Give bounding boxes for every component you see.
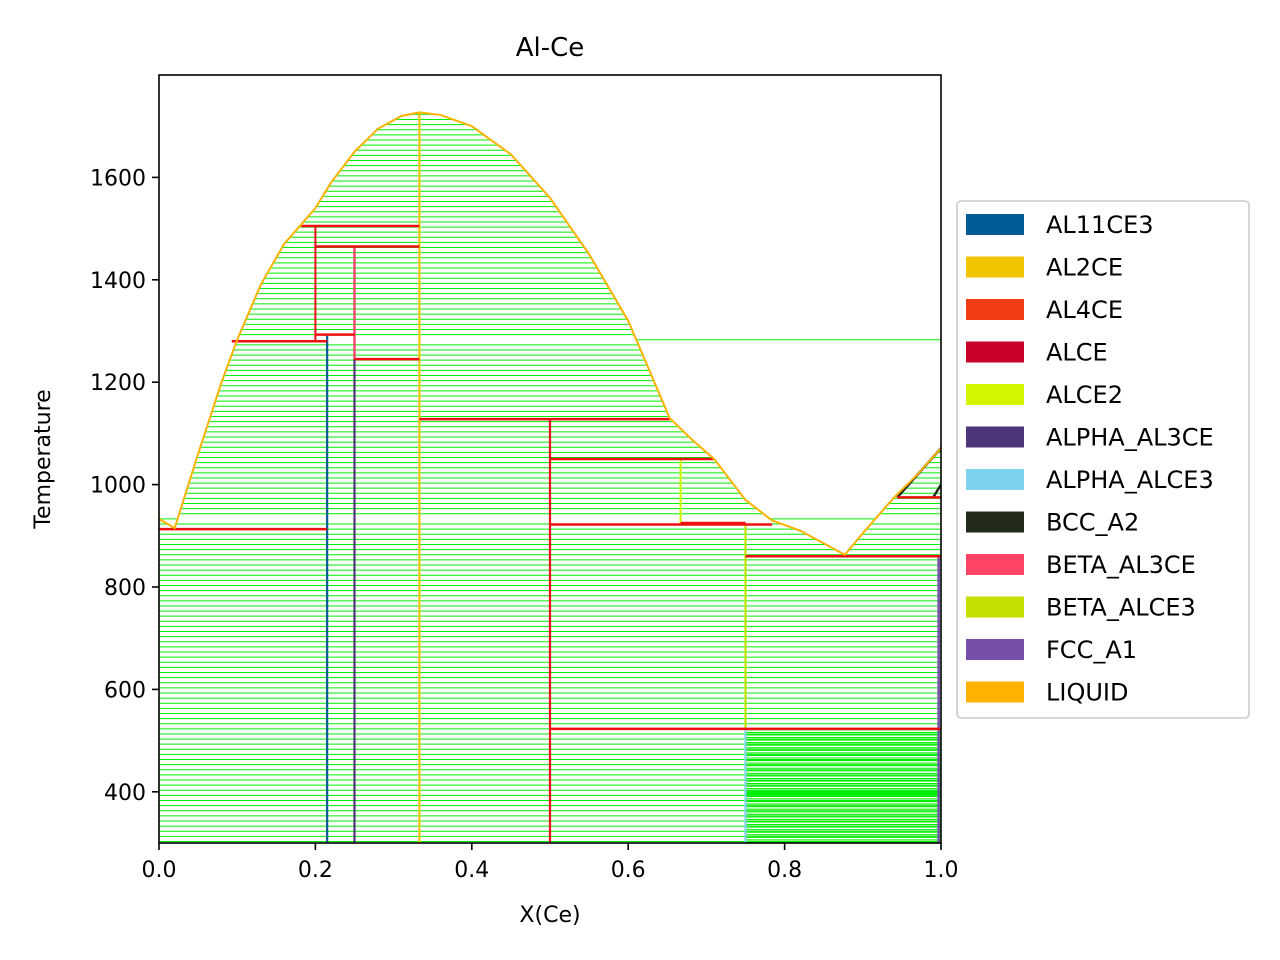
legend-swatch	[966, 596, 1024, 618]
legend-frame	[956, 200, 1250, 719]
legend-swatch	[966, 214, 1024, 235]
legend-swatch	[966, 256, 1024, 278]
y-tick-label: 1200	[90, 371, 146, 396]
liquidus-curve	[159, 111, 941, 557]
y-axis: 400 600 800 1000 1200 1400 1600	[90, 166, 159, 806]
legend-swatch	[966, 341, 1024, 363]
legend-label: AL11CE3	[1046, 211, 1154, 239]
legend: AL11CE3 AL2CE AL4CE ALCE ALCE2 ALPHA_AL3CE ALP…	[956, 200, 1250, 719]
x-tick-label: 0.8	[767, 858, 802, 883]
y-tick-label: 1600	[90, 166, 146, 191]
invariant-lines	[159, 224, 941, 843]
legend-label: ALPHA_AL3CE	[1046, 424, 1214, 452]
legend-swatch	[966, 426, 1024, 448]
legend-label: AL2CE	[1046, 254, 1123, 282]
phase-boundary-bcc-a2	[932, 483, 941, 499]
x-tick-label: 1.0	[924, 858, 959, 883]
legend-swatch	[966, 299, 1024, 320]
chart-title: Al-Ce	[516, 33, 585, 63]
y-tick-label: 1400	[90, 269, 146, 294]
legend-swatch	[966, 639, 1024, 660]
y-tick-label: 400	[104, 781, 146, 806]
legend-label: AL4CE	[1046, 296, 1123, 324]
legend-label: BETA_AL3CE	[1046, 551, 1196, 579]
legend-swatch	[966, 469, 1024, 490]
x-tick-label: 0.2	[298, 858, 333, 883]
x-axis: 0.0 0.2 0.4 0.6 0.8 1.0	[142, 843, 959, 883]
legend-label: BETA_ALCE3	[1046, 594, 1196, 622]
x-tick-label: 0.0	[142, 858, 177, 883]
legend-swatch	[966, 511, 1024, 533]
x-tick-label: 0.4	[454, 858, 489, 883]
legend-label: FCC_A1	[1046, 636, 1137, 664]
legend-label: ALPHA_ALCE3	[1046, 466, 1214, 494]
liquidus-line	[159, 111, 941, 557]
legend-swatch	[966, 384, 1024, 405]
y-axis-label: Temperature	[31, 389, 56, 529]
legend-swatch	[966, 681, 1024, 703]
legend-swatch	[966, 554, 1024, 575]
x-tick-label: 0.6	[611, 858, 646, 883]
y-tick-label: 800	[104, 576, 146, 601]
legend-label: ALCE	[1046, 339, 1108, 367]
legend-label: ALCE2	[1046, 381, 1123, 409]
legend-label: BCC_A2	[1046, 509, 1139, 537]
plot-area	[159, 111, 941, 843]
legend-label: LIQUID	[1046, 679, 1128, 707]
plot-frame	[158, 74, 942, 844]
x-axis-label: X(Ce)	[519, 903, 580, 928]
y-tick-label: 600	[104, 678, 146, 703]
y-tick-label: 1000	[90, 474, 146, 499]
